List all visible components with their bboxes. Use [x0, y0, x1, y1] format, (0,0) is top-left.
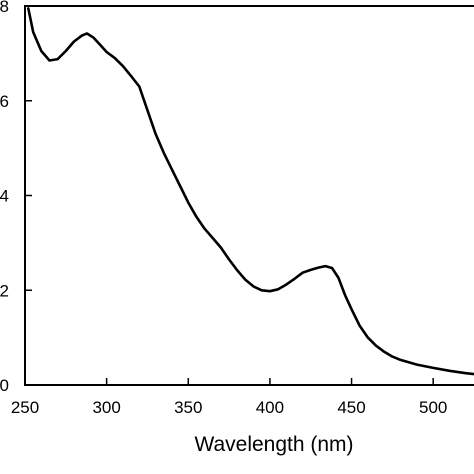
- series-layer: [26, 7, 474, 376]
- x-tick-label: 400: [256, 398, 284, 417]
- x-tick-label: 500: [419, 398, 447, 417]
- y-axis-ticks: 0 2 4 6 8: [0, 0, 32, 395]
- plot-border: [24, 5, 474, 386]
- plot-frame: [24, 5, 474, 386]
- x-tick-label: 250: [11, 398, 39, 417]
- x-tick-label: 450: [337, 398, 365, 417]
- absorbance-series-line: [26, 7, 474, 376]
- y-tick-label: 8: [0, 0, 9, 16]
- y-tick-label: 2: [0, 281, 9, 300]
- x-tick-label: 300: [92, 398, 120, 417]
- x-axis-title: Wavelength (nm): [194, 433, 353, 456]
- y-tick-label: 4: [0, 187, 9, 206]
- x-tick-label: 350: [174, 398, 202, 417]
- y-tick-label: 0: [0, 376, 9, 395]
- x-axis-ticks: 250 300 350 400 450 500: [11, 378, 447, 417]
- y-tick-label: 6: [0, 92, 9, 111]
